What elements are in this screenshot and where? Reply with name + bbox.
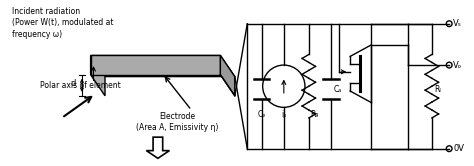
Polygon shape [91, 55, 235, 77]
Text: iₚ: iₚ [281, 110, 287, 119]
Text: Cₑ: Cₑ [257, 110, 266, 119]
Text: Electrode
(Area A, Emissivity η): Electrode (Area A, Emissivity η) [136, 112, 219, 132]
Polygon shape [146, 137, 169, 158]
Polygon shape [91, 55, 105, 96]
Polygon shape [220, 55, 235, 96]
Text: Vₛ: Vₛ [453, 19, 462, 28]
Text: d: d [71, 79, 76, 88]
Text: R₉: R₉ [311, 110, 319, 119]
Text: Rₗ: Rₗ [434, 85, 440, 94]
Polygon shape [91, 55, 220, 75]
Text: Vₒ: Vₒ [453, 61, 462, 70]
Text: Incident radiation
(Power W(t), modulated at
frequency ω): Incident radiation (Power W(t), modulate… [12, 6, 113, 39]
Text: 0V: 0V [453, 144, 464, 153]
Text: Cₐ: Cₐ [334, 85, 342, 94]
Text: Polar axis of element: Polar axis of element [40, 81, 120, 90]
